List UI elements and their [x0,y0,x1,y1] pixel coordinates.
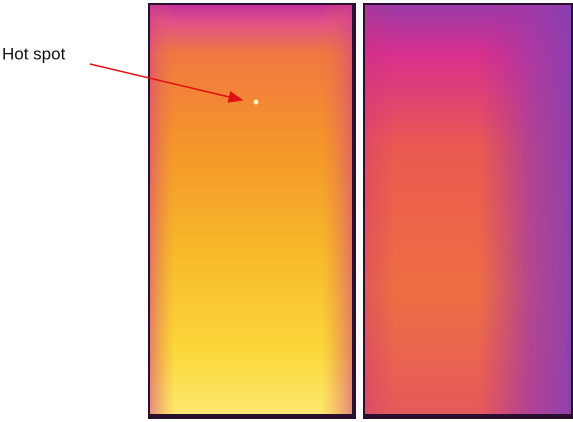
hot-spot [253,99,259,105]
annotation-arrow [89,63,244,103]
left-thermal-panel [148,3,356,419]
right-thermal-panel [363,3,573,419]
annotation-label: Hot spot [2,44,66,63]
